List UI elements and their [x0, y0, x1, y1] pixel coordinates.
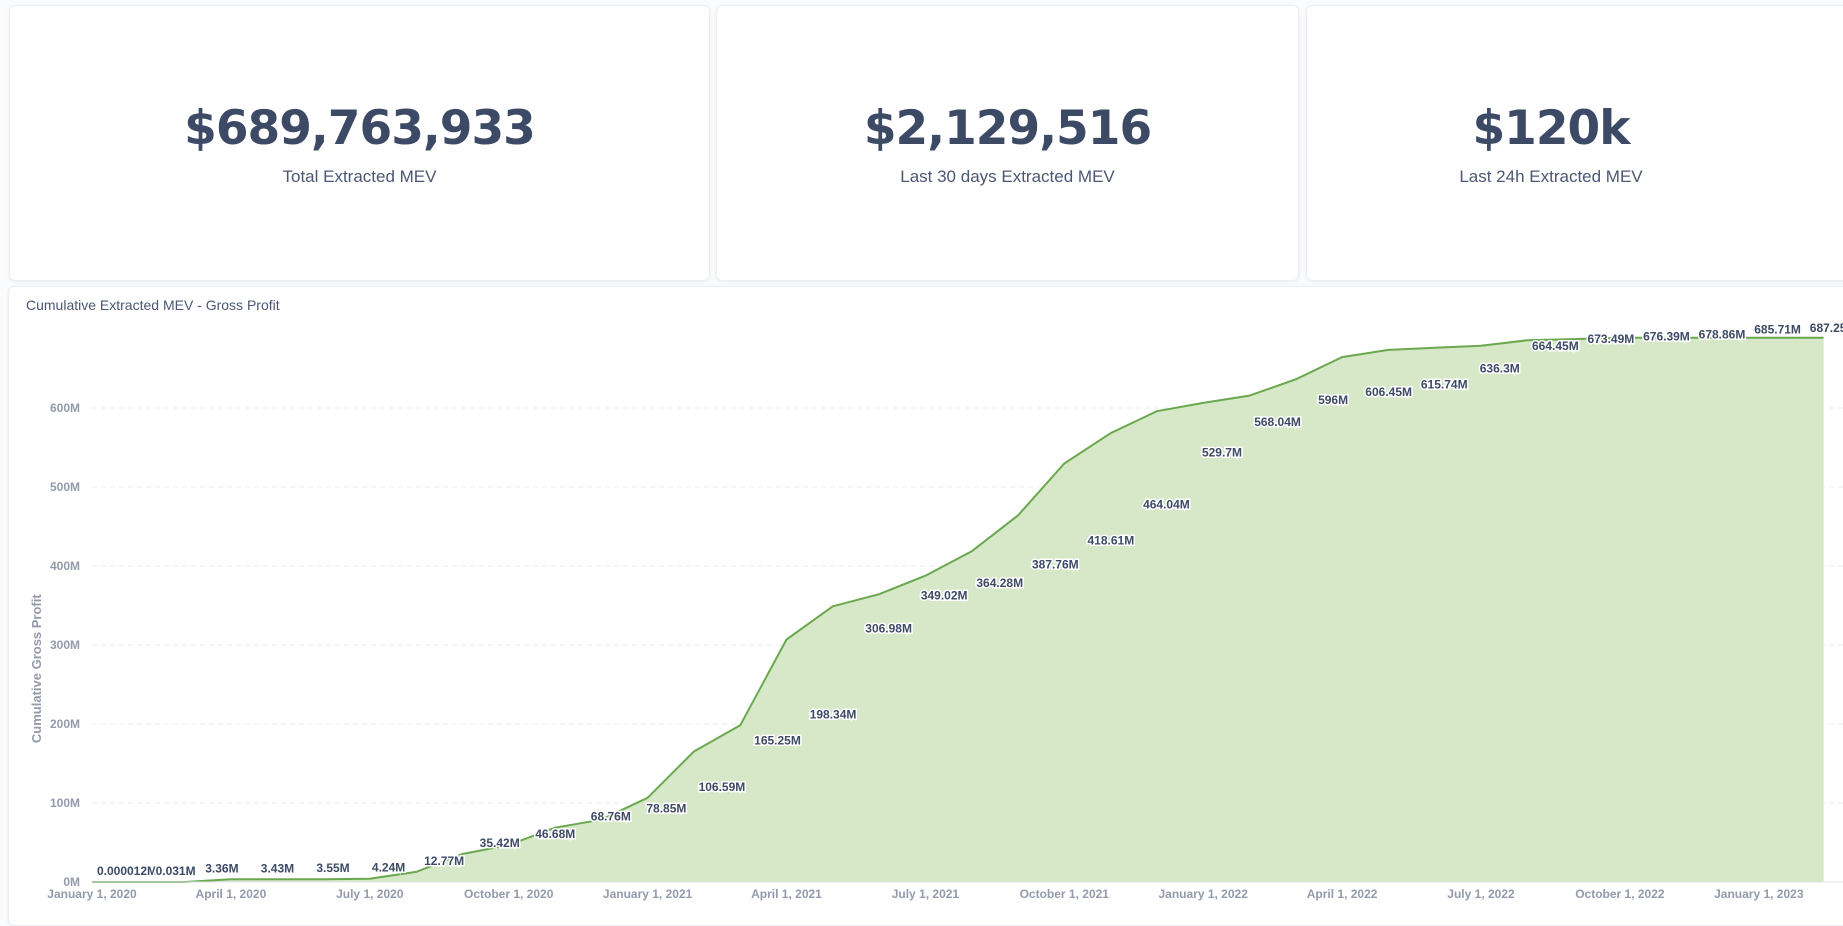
y-tick-label-5: 500M	[50, 480, 80, 494]
kpi-card-24h: $120k Last 24h Extracted MEV	[1306, 5, 1843, 281]
data-label-30: 685.71M	[1754, 322, 1801, 336]
series-line	[92, 336, 1824, 883]
x-tick-label-11: October 1, 2022	[1575, 887, 1665, 901]
y-tick-label-2: 200M	[50, 717, 80, 731]
data-label-27: 673.49M	[1588, 332, 1635, 346]
data-label-3: 3.43M	[261, 861, 294, 875]
y-tick-label-6: 600M	[50, 401, 80, 415]
x-tick-label-3: October 1, 2020	[464, 887, 554, 901]
x-tick-label-6: July 1, 2021	[892, 887, 960, 901]
kpi-label-30-days: Last 30 days Extracted MEV	[900, 167, 1115, 186]
kpi-value-30-days: $2,129,516	[863, 101, 1152, 156]
kpi-value-total: $689,763,933	[184, 101, 536, 156]
data-label-4: 3.55M	[316, 861, 349, 875]
data-label-19: 464.04M	[1143, 497, 1190, 511]
data-label-11: 106.59M	[699, 780, 746, 794]
data-label-29: 678.86M	[1699, 328, 1746, 342]
data-label-13: 198.34M	[810, 707, 857, 721]
kpi-card-total: $689,763,933 Total Extracted MEV	[9, 5, 710, 281]
data-label-7: 35.42M	[480, 836, 520, 850]
x-tick-label-9: April 1, 2022	[1307, 887, 1378, 901]
data-label-31: 687.25M	[1810, 321, 1843, 335]
data-label-12: 165.25M	[754, 733, 801, 747]
data-label-28: 676.39M	[1643, 330, 1690, 344]
chart-card: Cumulative Extracted MEV - Gross Profit …	[8, 286, 1843, 926]
data-label-18: 418.61M	[1088, 533, 1135, 547]
data-label-1: 0.031M	[156, 864, 196, 878]
y-axis-label: Cumulative Gross Profit	[29, 594, 44, 743]
data-label-25: 636.3M	[1480, 361, 1520, 375]
data-label-2: 3.36M	[205, 861, 238, 875]
chart-title: Cumulative Extracted MEV - Gross Profit	[26, 297, 280, 313]
y-tick-label-3: 300M	[50, 638, 80, 652]
x-tick-label-2: July 1, 2020	[336, 887, 404, 901]
y-tick-label-0: 0M	[63, 875, 80, 889]
x-tick-label-1: April 1, 2020	[196, 887, 267, 901]
x-tick-label-4: January 1, 2021	[603, 887, 693, 901]
cumulative-mev-chart: 0M 100M 200M 300M 400M 500M 600M Cumulative Gro…	[29, 320, 1843, 901]
data-label-0: 0.000012M	[97, 864, 157, 878]
data-label-20: 529.7M	[1202, 446, 1242, 460]
kpi-label-24h: Last 24h Extracted MEV	[1459, 167, 1643, 186]
data-label-10: 78.85M	[646, 802, 686, 816]
x-tick-label-0: January 1, 2020	[47, 887, 137, 901]
data-label-15: 349.02M	[921, 588, 968, 602]
data-label-21: 568.04M	[1254, 415, 1301, 429]
data-label-8: 46.68M	[535, 827, 575, 841]
kpi-card-30-days: $2,129,516 Last 30 days Extracted MEV	[716, 5, 1299, 281]
x-tick-label-5: April 1, 2021	[751, 887, 822, 901]
data-label-24: 615.74M	[1421, 378, 1468, 392]
series-area	[92, 337, 1824, 882]
data-label-22: 596M	[1318, 393, 1348, 407]
data-label-16: 364.28M	[976, 576, 1023, 590]
y-tick-label-4: 400M	[50, 559, 80, 573]
data-label-9: 68.76M	[591, 810, 631, 824]
data-label-17: 387.76M	[1032, 558, 1079, 572]
x-tick-label-12: January 1, 2023	[1714, 887, 1804, 901]
data-label-23: 606.45M	[1365, 385, 1412, 399]
y-tick-label-1: 100M	[50, 796, 80, 810]
kpi-label-total: Total Extracted MEV	[282, 167, 437, 186]
x-tick-label-7: October 1, 2021	[1020, 887, 1110, 901]
x-tick-label-8: January 1, 2022	[1158, 887, 1248, 901]
data-label-14: 306.98M	[865, 621, 912, 635]
kpi-value-24h: $120k	[1472, 101, 1630, 156]
data-label-5: 4.24M	[372, 861, 405, 875]
data-label-6: 12.77M	[424, 854, 464, 868]
data-label-26: 664.45M	[1532, 339, 1579, 353]
x-tick-label-10: July 1, 2022	[1447, 887, 1515, 901]
